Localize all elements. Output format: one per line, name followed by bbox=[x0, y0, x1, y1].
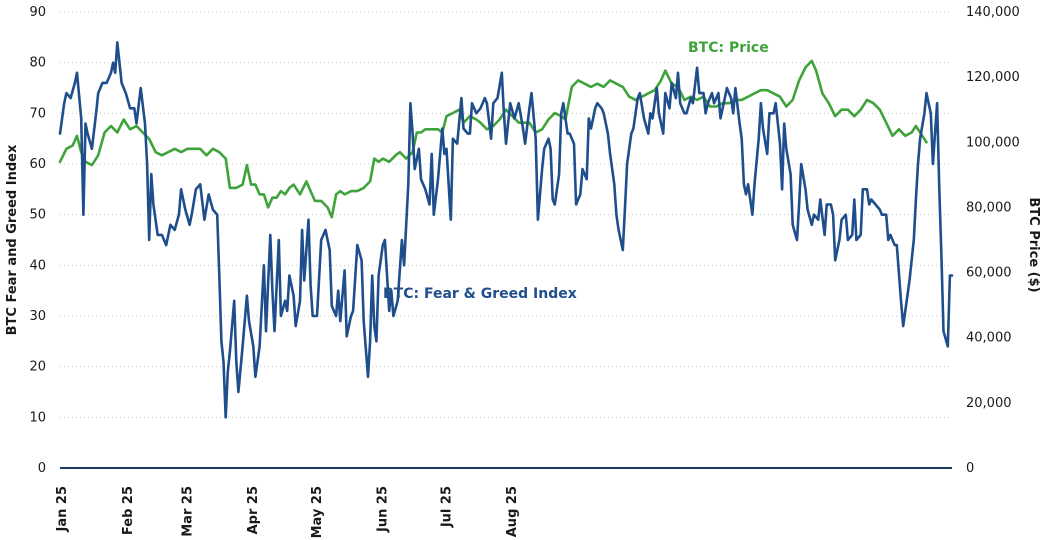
x-tick-label: Mar 25 bbox=[180, 486, 195, 537]
left-tick-label: 70 bbox=[29, 106, 46, 121]
right-tick-label: 0 bbox=[966, 461, 974, 476]
right-tick-label: 40,000 bbox=[966, 331, 1012, 346]
left-axis-title: BTC Fear and Greed Index bbox=[5, 144, 20, 335]
x-tick-label: Jul 25 bbox=[439, 486, 454, 528]
x-tick-label: May 25 bbox=[310, 486, 325, 538]
right-tick-label: 100,000 bbox=[966, 135, 1020, 150]
left-y-ticks: 0 10 20 30 40 50 60 70 80 90 bbox=[29, 5, 46, 476]
x-tick-label: Apr 25 bbox=[246, 486, 261, 534]
left-tick-label: 10 bbox=[29, 410, 46, 425]
left-tick-label: 80 bbox=[29, 56, 46, 71]
left-tick-label: 20 bbox=[29, 360, 46, 375]
left-tick-label: 0 bbox=[38, 461, 46, 476]
left-tick-label: 60 bbox=[29, 157, 46, 172]
gridlines bbox=[60, 11, 952, 418]
price-series-line bbox=[58, 59, 928, 219]
price-series-label: BTC: Price bbox=[688, 40, 769, 56]
right-y-ticks: 0 20,000 40,000 60,000 80,000 100,000 120,000 1… bbox=[966, 5, 1020, 476]
series bbox=[58, 41, 954, 419]
left-tick-label: 30 bbox=[29, 309, 46, 324]
right-axis-title: BTC Price ($) bbox=[1026, 197, 1041, 292]
x-tick-label: Feb 25 bbox=[121, 486, 136, 535]
right-tick-label: 60,000 bbox=[966, 266, 1012, 281]
left-tick-label: 40 bbox=[29, 258, 46, 273]
x-ticks: Jan 25 Feb 25 Mar 25 Apr 25 May 25 Jun 25 Jul … bbox=[55, 486, 520, 538]
right-tick-label: 80,000 bbox=[966, 200, 1012, 215]
left-tick-label: 50 bbox=[29, 208, 46, 223]
x-tick-label: Jun 25 bbox=[376, 486, 391, 533]
right-tick-label: 120,000 bbox=[966, 70, 1020, 85]
fng-series-line bbox=[58, 41, 954, 419]
fng-series-label: BTC: Fear & Greed Index bbox=[383, 286, 577, 302]
right-tick-label: 140,000 bbox=[966, 5, 1020, 20]
right-tick-label: 20,000 bbox=[966, 396, 1012, 411]
x-tick-label: Aug 25 bbox=[505, 486, 520, 537]
left-tick-label: 90 bbox=[29, 5, 46, 20]
x-tick-label: Jan 25 bbox=[55, 486, 70, 532]
